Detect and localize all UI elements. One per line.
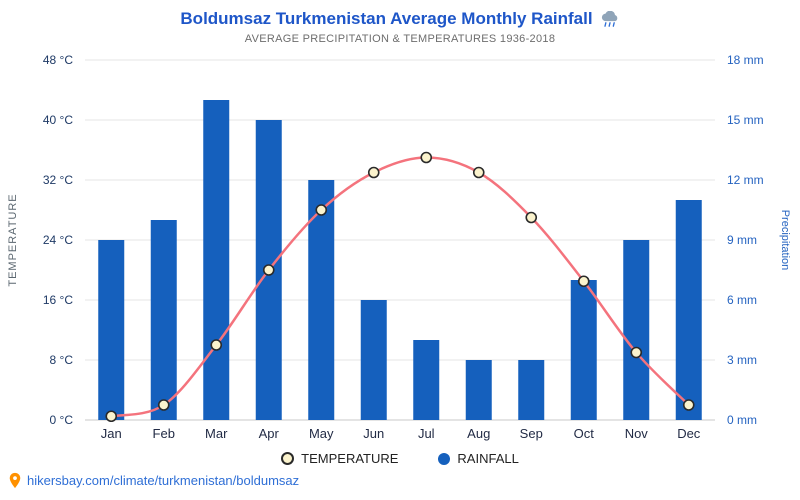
- right-axis-tick: 3 mm: [727, 353, 757, 367]
- temperature-point: [577, 275, 590, 288]
- right-axis-tick: 6 mm: [727, 293, 757, 307]
- legend-label-rainfall: RAINFALL: [457, 451, 519, 466]
- right-axis-tick: 9 mm: [727, 233, 757, 247]
- x-axis-label: May: [309, 426, 334, 441]
- x-axis-label: Aug: [467, 426, 490, 441]
- chart-title-row: Boldumsaz Turkmenistan Average Monthly R…: [0, 0, 800, 29]
- footer-link[interactable]: hikersbay.com/climate/turkmenistan/boldu…: [27, 473, 300, 488]
- left-axis-tick: 32 °C: [43, 173, 73, 187]
- rainfall-bar: [203, 100, 230, 420]
- chart-page: Boldumsaz Turkmenistan Average Monthly R…: [0, 0, 800, 489]
- x-axis-label: Mar: [205, 426, 228, 441]
- location-pin-icon: [9, 472, 21, 489]
- rainfall-bar: [465, 360, 492, 420]
- x-axis-label: Sep: [520, 426, 543, 441]
- rain-cloud-icon: [601, 10, 617, 27]
- x-axis-label: Dec: [677, 426, 701, 441]
- x-axis-label: Jan: [101, 426, 122, 441]
- left-axis-tick: 24 °C: [43, 233, 73, 247]
- rainfall-bar: [413, 340, 440, 420]
- x-axis-label: Oct: [574, 426, 595, 441]
- right-axis-tick: 18 mm: [727, 53, 764, 67]
- rainfall-swatch: [438, 452, 451, 465]
- right-axis-tick: 12 mm: [727, 173, 764, 187]
- legend-item-temperature[interactable]: TEMPERATURE: [281, 451, 398, 466]
- rainfall-bar: [308, 180, 335, 420]
- x-axis-label: Jul: [418, 426, 435, 441]
- temperature-point: [682, 399, 695, 411]
- temperature-point: [262, 264, 275, 276]
- left-axis-title: TEMPERATURE: [7, 193, 19, 286]
- temperature-point: [210, 339, 223, 351]
- x-axis-label: Apr: [259, 426, 280, 441]
- x-axis-label: Jun: [363, 426, 384, 441]
- page-title: Boldumsaz Turkmenistan Average Monthly R…: [180, 9, 593, 28]
- rainfall-bar: [360, 300, 387, 420]
- rainfall-temperature-chart: 0 °C 0 mm 8 °C 3 mm 16 °C 6 mm 24 °C 9 mm 32 °C 1…: [7, 53, 791, 441]
- right-axis-tick: 0 mm: [727, 413, 757, 427]
- temperature-point: [420, 151, 433, 164]
- left-axis-tick: 8 °C: [50, 353, 74, 367]
- right-axis-tick: 15 mm: [727, 113, 764, 127]
- x-axis-label: Nov: [625, 426, 649, 441]
- temperature-point: [367, 166, 380, 179]
- temperature-point: [157, 399, 170, 411]
- x-axis-label: Feb: [153, 426, 175, 441]
- temperature-line: [110, 156, 690, 418]
- temperature-point: [105, 410, 118, 423]
- rainfall-bar: [570, 280, 597, 420]
- rainfall-bar: [518, 360, 545, 420]
- temperature-point: [472, 166, 485, 179]
- chart-subtitle: AVERAGE PRECIPITATION & TEMPERATURES 193…: [244, 33, 556, 45]
- left-axis-tick: 0 °C: [50, 413, 74, 427]
- temperature-marker-swatch: [281, 452, 295, 465]
- left-axis-tick: 48 °C: [43, 53, 73, 67]
- left-axis-tick: 40 °C: [43, 113, 73, 127]
- temperature-point: [525, 211, 538, 224]
- temperature-point: [630, 346, 643, 359]
- left-axis-tick: 16 °C: [43, 293, 73, 307]
- rainfall-bar: [675, 200, 702, 420]
- footer: hikersbay.com/climate/turkmenistan/boldu…: [0, 466, 800, 489]
- legend-label-temperature: TEMPERATURE: [301, 451, 399, 466]
- temperature-point: [315, 204, 328, 216]
- legend-item-rainfall[interactable]: RAINFALL: [438, 451, 519, 466]
- rainfall-bar: [98, 240, 125, 420]
- chart-legend: TEMPERATURE RAINFALL: [0, 451, 800, 466]
- rainfall-bar: [623, 240, 650, 420]
- right-axis-title: Precipitation: [779, 210, 791, 271]
- rainfall-bar: [150, 220, 177, 420]
